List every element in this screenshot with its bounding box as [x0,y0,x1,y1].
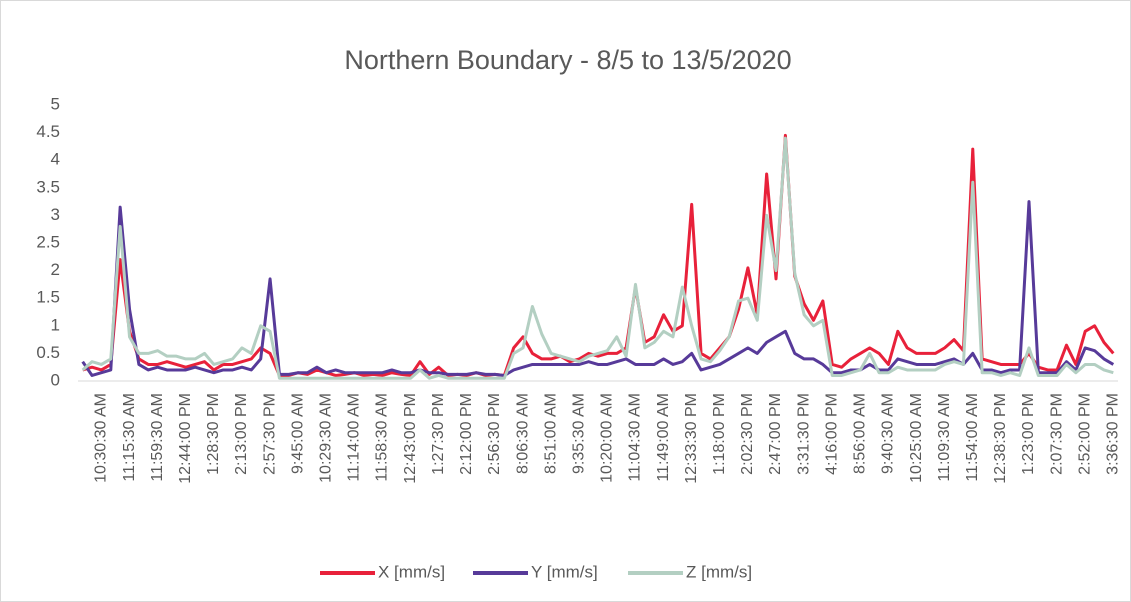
x-tick-label: 1:27:30 PM [430,393,447,475]
y-tick-label: 2.5 [36,232,60,251]
legend-label: Y [mm/s] [531,562,598,581]
x-tick-label: 11:14:00 AM [346,393,363,482]
x-tick-label: 1:23:00 PM [1020,393,1037,475]
y-tick-label: 5 [51,94,60,113]
x-tick-label: 2:47:00 PM [767,393,784,475]
x-tick-label: 2:02:30 PM [739,393,756,475]
series-line [81,200,1115,377]
x-tick-label: 11:58:30 AM [374,393,391,482]
x-tick-label: 2:56:30 PM [486,393,503,475]
y-tick-label: 3 [51,205,60,224]
x-tick-label: 12:38:30 PM [992,393,1009,484]
x-tick-label: 11:54:00 AM [964,393,981,482]
x-tick-label: 12:43:00 PM [402,393,419,484]
x-tick-label: 11:04:30 AM [627,393,644,482]
y-tick-label: 4 [51,150,60,169]
x-tick-label: 2:13:00 PM [233,393,250,475]
y-tick-label: 4.5 [36,122,60,141]
x-tick-label: 10:29:30 AM [318,393,335,483]
x-tick-label: 8:56:00 AM [852,393,869,474]
x-tick-label: 11:15:30 AM [121,393,138,482]
x-tick-label: 12:33:30 PM [683,393,700,484]
x-tick-label: 12:44:00 PM [177,393,194,484]
series-line [81,136,1114,380]
x-tick-label: 9:45:00 AM [289,393,306,474]
y-tick-label: 3.5 [36,177,60,196]
x-tick-label: 9:35:30 AM [570,393,587,474]
x-tick-label: 3:36:30 PM [1105,393,1122,475]
x-tick-label: 8:06:30 AM [514,393,531,474]
legend-label: X [mm/s] [378,562,445,581]
x-tick-label: 10:20:00 AM [599,393,616,483]
y-tick-label: 0 [51,370,60,389]
y-tick-label: 1 [51,315,60,334]
chart-title: Northern Boundary - 8/5 to 13/5/2020 [344,45,791,75]
x-tick-label: 8:51:00 AM [542,393,559,474]
x-tick-label: 2:52:00 PM [1076,393,1093,475]
x-tick-label: 1:18:00 PM [711,393,728,475]
x-tick-label: 2:07:30 PM [1048,393,1065,475]
x-tick-label: 2:12:00 PM [458,393,475,475]
legend-label: Z [mm/s] [686,562,752,581]
y-tick-label: 0.5 [36,343,60,362]
x-tick-label: 3:31:30 PM [795,393,812,475]
y-tick-label: 2 [51,260,60,279]
x-tick-label: 11:59:30 AM [149,393,166,482]
x-tick-label: 1:28:30 PM [205,393,222,475]
x-tick-label: 11:09:30 AM [936,393,953,482]
x-tick-label: 9:40:30 AM [880,393,897,474]
y-tick-label: 1.5 [36,288,60,307]
x-tick-label: 10:30:30 AM [93,393,110,483]
x-tick-label: 11:49:00 AM [655,393,672,482]
x-tick-label: 10:25:00 AM [908,393,925,483]
x-tick-label: 2:57:30 PM [261,393,278,475]
x-tick-label: 4:16:00 PM [823,393,840,475]
series-line [82,133,1115,377]
